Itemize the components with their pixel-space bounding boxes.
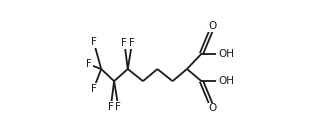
Text: F: F xyxy=(86,59,92,69)
Text: F: F xyxy=(129,38,135,48)
Text: O: O xyxy=(209,104,217,113)
Text: F: F xyxy=(122,38,127,48)
Text: OH: OH xyxy=(218,49,235,59)
Text: F: F xyxy=(116,102,121,112)
Text: F: F xyxy=(108,102,114,112)
Text: OH: OH xyxy=(218,76,235,86)
Text: F: F xyxy=(91,37,96,47)
Text: F: F xyxy=(91,84,96,94)
Text: O: O xyxy=(209,22,217,31)
